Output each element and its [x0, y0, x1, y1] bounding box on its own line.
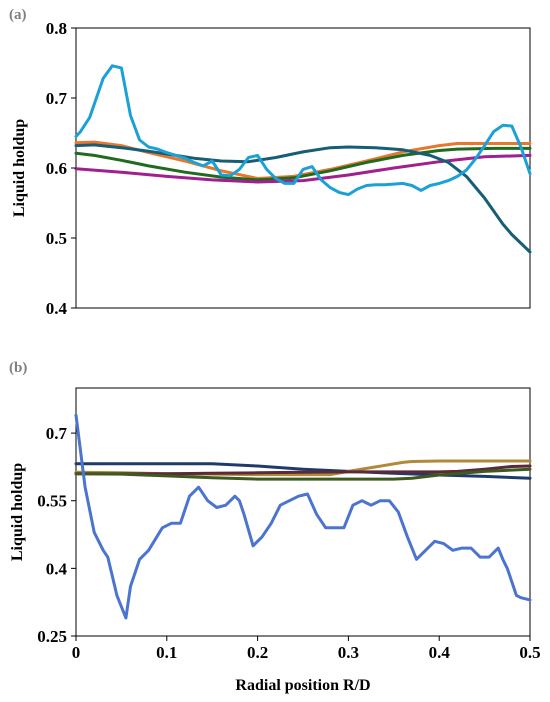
panel-a-y-tick-label: 0.5	[46, 229, 67, 248]
panel-a-y-axis-title: Liquid holdup	[11, 119, 28, 217]
panel-b-x-tick-label: 0.4	[429, 643, 451, 662]
panel-b-x-tick-label: 0	[72, 643, 81, 662]
panel-b-label: (b)	[9, 360, 27, 376]
panel-b-x-tick-label: 0.5	[519, 643, 540, 662]
panel-b-x-tick-label: 0.3	[338, 643, 359, 662]
panel-b-x-tick-label: 0.1	[156, 643, 177, 662]
panel-a-y-tick-label: 0.4	[46, 299, 68, 318]
panel-a-series-line-5	[74, 64, 532, 197]
panel-b-y-tick-label: 0.25	[37, 627, 67, 646]
panel-b-series-line-3	[74, 464, 532, 476]
panel-b-y-axis-title: Liquid holdup	[9, 463, 26, 561]
panel-a-label: (a)	[9, 7, 27, 23]
panel-a-y-tick-label: 0.6	[46, 159, 67, 178]
panel-b-series-line-5	[74, 413, 532, 620]
panel-a-series-line-2	[74, 146, 532, 182]
panel-a-y-tick-label: 0.7	[46, 89, 68, 108]
panel-a-series-line-4	[74, 143, 532, 254]
panel-b-x-axis-title: Radial position R/D	[235, 677, 370, 694]
panel-b-series-line-1	[74, 462, 532, 480]
panel-b-series-line-4	[74, 467, 532, 481]
panel-a-series-line-3	[74, 153, 532, 184]
panel-b-y-tick-label: 0.55	[37, 492, 67, 511]
panel-b-plot-frame	[75, 387, 531, 637]
panel-a-y-tick-label: 0.8	[46, 19, 67, 38]
panel-b-x-tick-label: 0.2	[247, 643, 268, 662]
panel-b-y-tick-label: 0.7	[46, 424, 68, 443]
panel-b-y-tick-label: 0.4	[46, 559, 68, 578]
